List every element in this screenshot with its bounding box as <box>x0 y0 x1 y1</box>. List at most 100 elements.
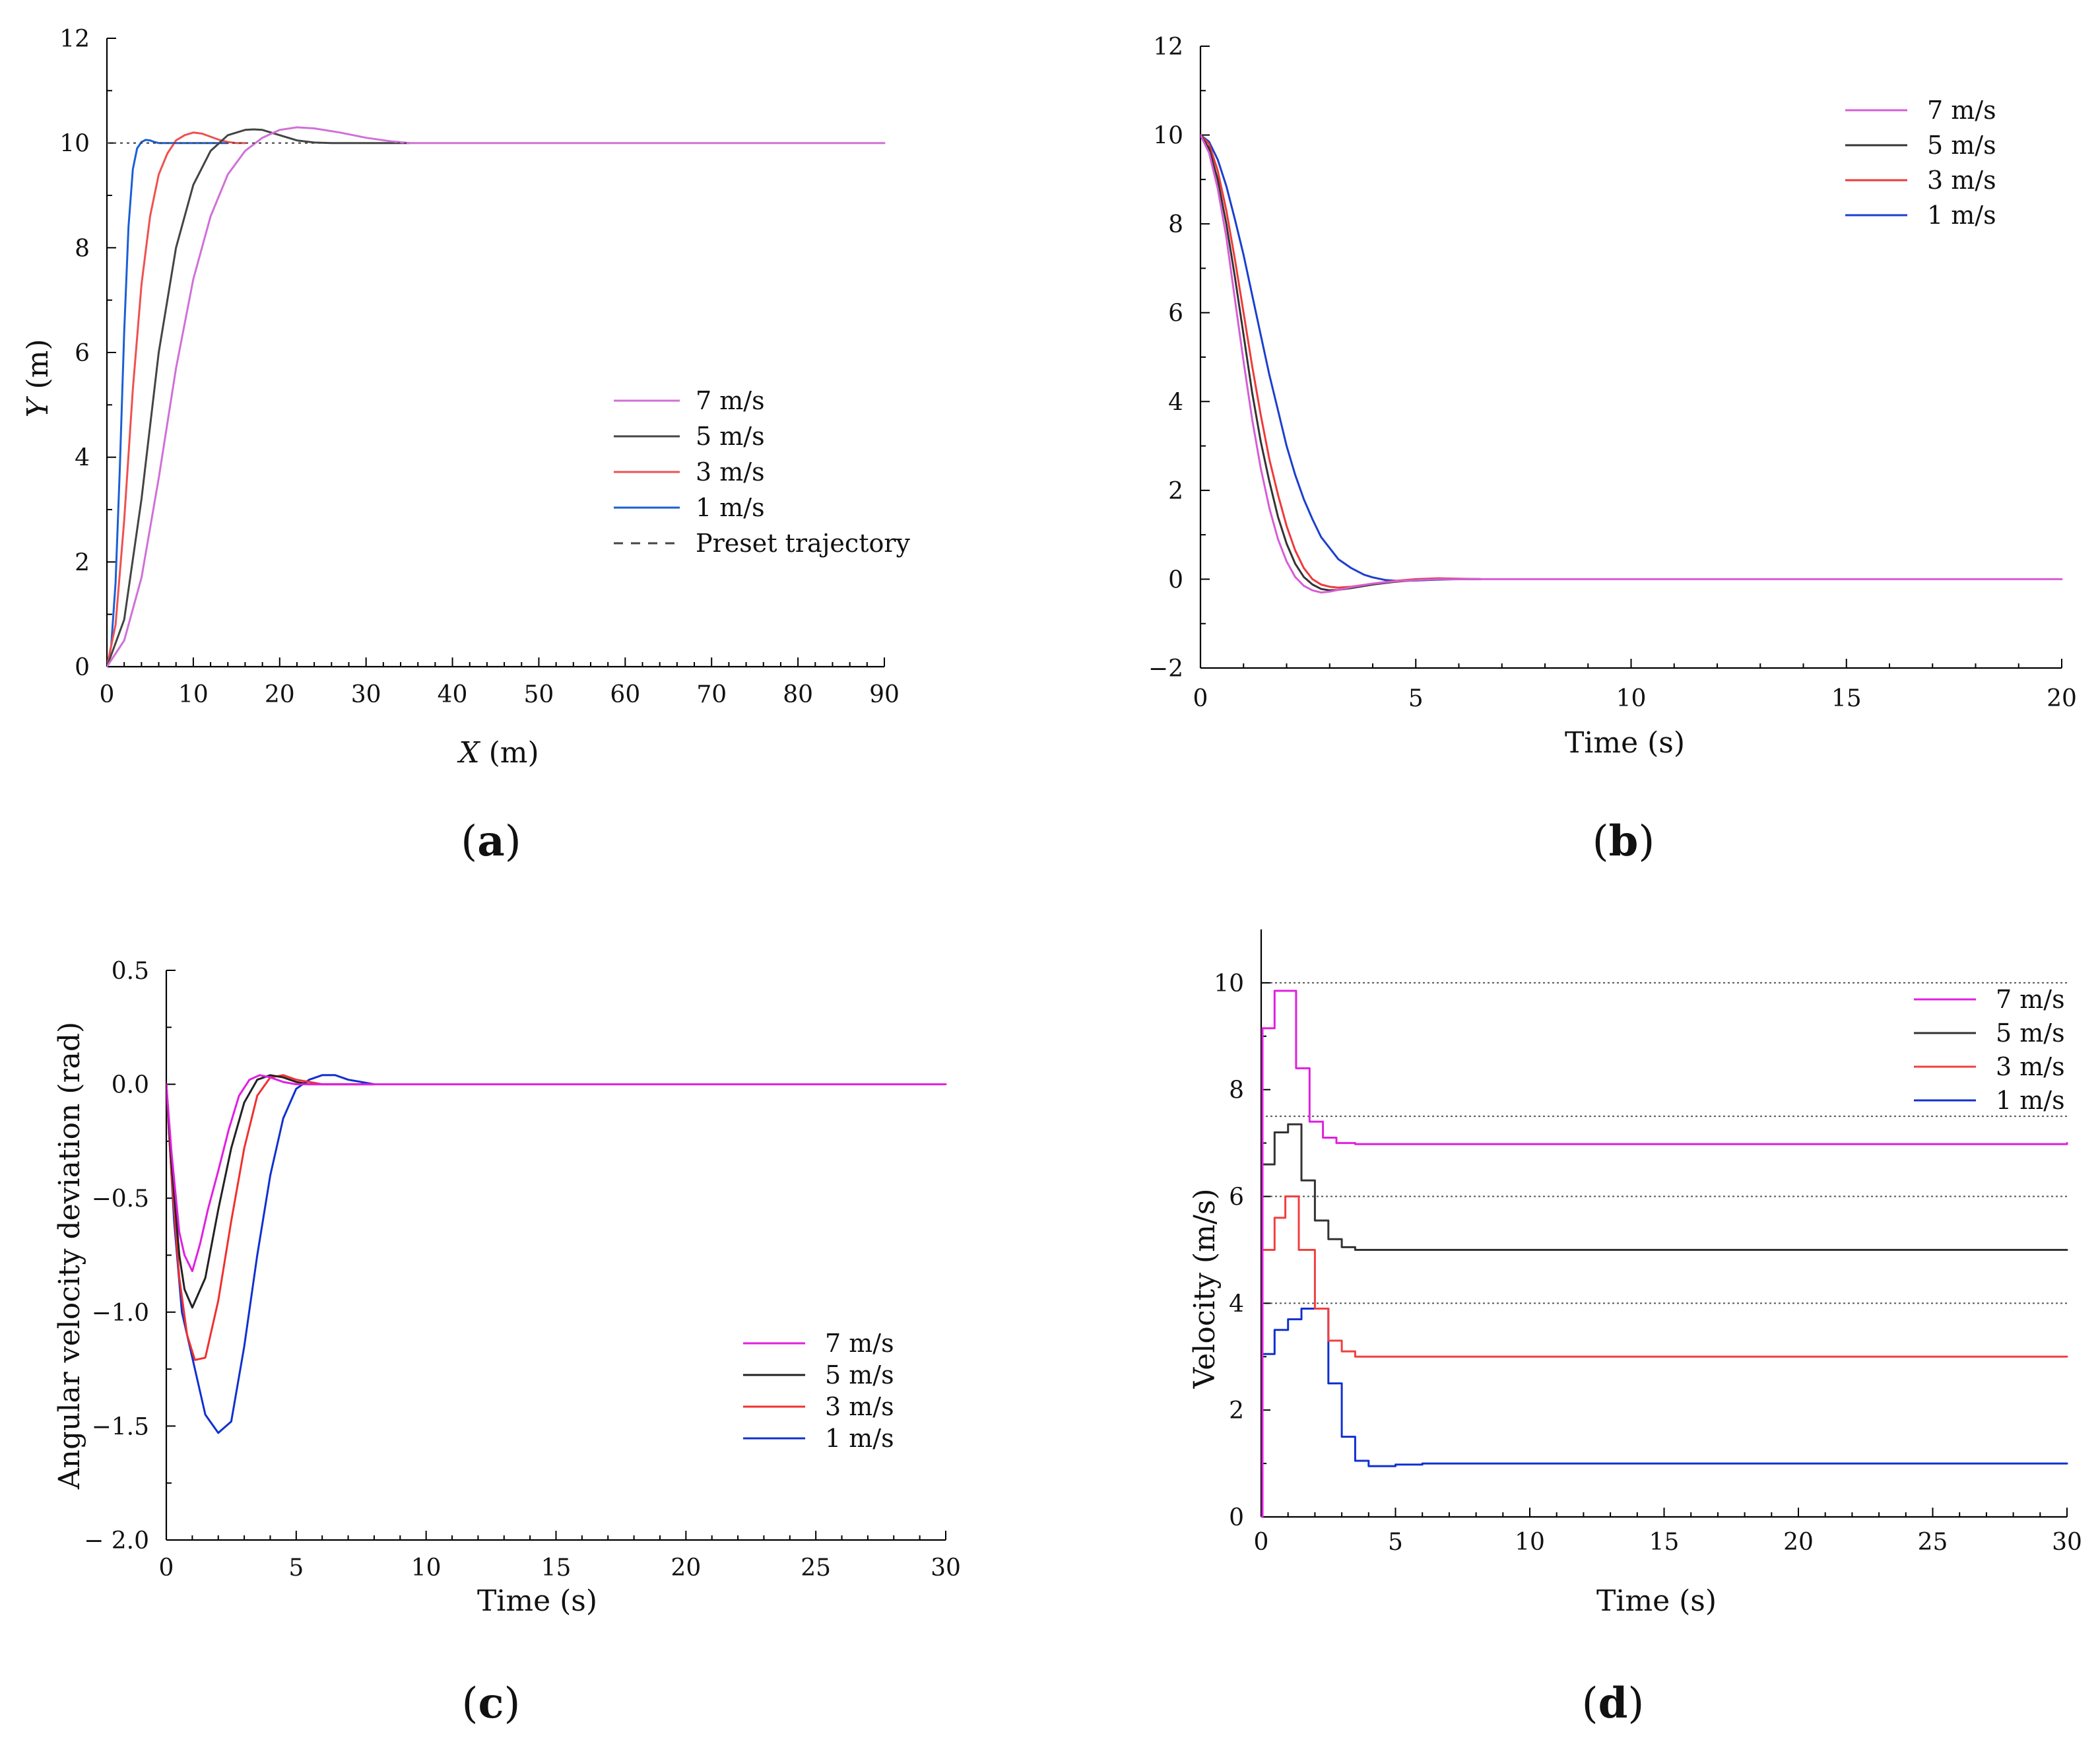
panel-a-legend-label: 7 m/s <box>696 386 765 415</box>
panel-c-caption: (c) <box>462 1679 521 1728</box>
panel-c-x-tick-label: 10 <box>411 1555 442 1582</box>
panel-b-x-tick-label: 10 <box>1616 685 1647 712</box>
panel-b-legend-label: 3 m/s <box>1927 166 1996 195</box>
panel-b-y-tick-label: 8 <box>1168 211 1183 238</box>
panel-d-x-tick-label: 5 <box>1388 1529 1403 1556</box>
panel-c-y-axis-label: Angular velocity deviation (rad) <box>53 1022 86 1490</box>
panel-d-x-tick-label: 0 <box>1254 1529 1269 1556</box>
panel-c-x-tick-label: 25 <box>801 1555 831 1582</box>
panel-d-legend-label: 7 m/s <box>1996 985 2065 1014</box>
panel-c-legend-label: 5 m/s <box>825 1360 894 1389</box>
panel-c-legend-label: 7 m/s <box>825 1329 894 1358</box>
panel-c-x-tick-label: 30 <box>931 1555 961 1582</box>
panel-a-x-tick-label: 60 <box>610 681 640 708</box>
panel-a-y-tick-label: 0 <box>75 654 90 681</box>
panel-b-x-tick-label: 15 <box>1831 685 1862 712</box>
panel-c-x-tick-label: 20 <box>671 1555 701 1582</box>
panel-b-legend-label: 5 m/s <box>1927 131 1996 160</box>
panel-d-series-1ms <box>1261 1308 2068 1518</box>
panel-c-y-tick-label: 0.0 <box>112 1072 149 1099</box>
panel-d-legend: 7 m/s 5 m/s 3 m/s 1 m/s <box>1914 985 2065 1115</box>
panel-a-x-tick-label: 0 <box>100 681 115 708</box>
panel-c-x-tick-label: 0 <box>159 1555 174 1582</box>
panel-a-y-tick-label: 2 <box>75 549 90 576</box>
panel-a-plot: 0 10 20 30 40 50 60 70 80 90 0 2 4 6 8 10 12 7 m/s 5 m/s 3 … <box>59 26 910 708</box>
panel-d-series-5ms <box>1261 1123 2068 1518</box>
panel-d-legend-label: 3 m/s <box>1996 1052 2065 1081</box>
panel-a-x-tick-label: 50 <box>524 681 554 708</box>
panel-c-series-3ms <box>166 1074 376 1361</box>
panel-a-y-tick-label: 4 <box>75 445 90 472</box>
panel-d-series-7ms <box>1261 989 2068 1518</box>
panel-b-x-tick-label: 5 <box>1408 685 1424 712</box>
panel-c-y-tick-label: −1.0 <box>92 1300 149 1327</box>
panel-a-x-tick-label: 90 <box>869 681 900 708</box>
panel-b-plot: 0 5 10 15 20 −2 0 2 4 6 8 10 12 7 m/s 5 m/s 3 m/s 1 m/s <box>1148 34 2077 712</box>
panel-d-y-tick-label: 8 <box>1229 1077 1244 1104</box>
panel-a-x-axis-label: X (m) <box>457 736 539 770</box>
panel-b-y-tick-label: 6 <box>1168 300 1183 327</box>
panel-a-legend-label: 1 m/s <box>696 493 765 522</box>
panel-a-legend-label: Preset trajectory <box>696 529 911 558</box>
panel-a-legend-label: 3 m/s <box>696 457 765 486</box>
panel-d-x-axis-label: Time (s) <box>1596 1584 1717 1618</box>
panel-b-y-tick-label: −2 <box>1148 655 1183 683</box>
panel-a-legend: 7 m/s 5 m/s 3 m/s 1 m/s Preset trajectory <box>614 386 911 558</box>
panel-a-caption: (a) <box>461 817 521 866</box>
panel-b-x-axis-label: Time (s) <box>1565 726 1685 760</box>
panel-b-x-tick-label: 0 <box>1193 685 1208 712</box>
panel-c-y-tick-label: 0.5 <box>112 958 149 985</box>
panel-b-caption: (b) <box>1592 817 1655 866</box>
panel-a-x-tick-label: 20 <box>265 681 295 708</box>
panel-a-series-7ms <box>107 126 886 668</box>
panel-c-y-tick-label: −1.5 <box>92 1413 149 1440</box>
panel-b-y-tick-label: 12 <box>1153 34 1183 61</box>
panel-c-x-axis-label: Time (s) <box>477 1584 597 1618</box>
panel-d-x-tick-label: 10 <box>1515 1529 1545 1556</box>
panel-a-series-1ms <box>107 139 229 668</box>
panel-d-y-axis-label: Velocity (m/s) <box>1188 1188 1222 1389</box>
panel-c-plot: 0 5 10 15 20 25 30 − 2.0 −1.5 −1.0 −0.5 0.0 0.5 7 m/s… <box>84 958 961 1582</box>
panel-d-y-tick-label: 4 <box>1229 1290 1244 1318</box>
panel-a-x-tick-label: 10 <box>178 681 209 708</box>
panel-a-y-tick-label: 6 <box>75 340 90 367</box>
panel-d-x-tick-label: 15 <box>1649 1529 1680 1556</box>
panel-c-legend: 7 m/s5 m/s 3 m/s 1 m/s <box>743 1329 894 1453</box>
panel-b-y-tick-label: 4 <box>1168 389 1183 416</box>
panel-d-x-tick-label: 30 <box>2052 1529 2082 1556</box>
panel-a-y-tick-label: 8 <box>75 235 90 262</box>
panel-c-legend-label: 3 m/s <box>825 1392 894 1421</box>
panel-d-caption: (d) <box>1582 1679 1645 1728</box>
panel-a-x-tick-label: 40 <box>438 681 468 708</box>
panel-d-legend-label: 5 m/s <box>1996 1019 2065 1048</box>
panel-a-y-axis-label: Y (m) <box>21 339 55 417</box>
panel-c-y-tick-label: −0.5 <box>92 1186 149 1213</box>
panel-d-legend-label: 1 m/s <box>1996 1086 2065 1115</box>
panel-c-x-tick-label: 15 <box>541 1555 572 1582</box>
panel-b-y-tick-label: 0 <box>1168 566 1183 593</box>
panel-d-y-tick-label: 0 <box>1229 1504 1244 1531</box>
panel-b-y-tick-label: 2 <box>1168 478 1183 505</box>
panel-c-series-1ms <box>166 1074 376 1434</box>
panel-d-y-tick-label: 2 <box>1229 1397 1244 1424</box>
panel-b-y-tick-label: 10 <box>1153 123 1183 150</box>
panel-c-y-tick-label: − 2.0 <box>84 1527 149 1555</box>
panel-d-plot: 0 5 10 15 20 25 30 0 2 4 6 8 10 7 m/s 5 m/s 3 m/s 1 m/s <box>1214 929 2082 1556</box>
panel-b-legend: 7 m/s 5 m/s 3 m/s 1 m/s <box>1845 96 1996 230</box>
panel-c-legend-label: 1 m/s <box>825 1424 894 1453</box>
panel-d-x-tick-label: 25 <box>1918 1529 1948 1556</box>
panel-d-y-tick-label: 10 <box>1214 970 1244 997</box>
panel-a-legend-label: 5 m/s <box>696 422 765 451</box>
panel-a-y-tick-label: 12 <box>59 26 90 53</box>
panel-d-y-tick-label: 6 <box>1229 1184 1244 1211</box>
panel-b-legend-label: 1 m/s <box>1927 201 1996 230</box>
panel-d-x-tick-label: 20 <box>1783 1529 1814 1556</box>
panel-d-series-3ms <box>1261 1195 2068 1518</box>
panel-c: 0 5 10 15 20 25 30 − 2.0 −1.5 −1.0 −0.5 0.0 0.5 7 m/s… <box>53 958 961 1728</box>
panel-c-x-tick-label: 5 <box>288 1555 304 1582</box>
panel-a-x-tick-label: 80 <box>783 681 813 708</box>
